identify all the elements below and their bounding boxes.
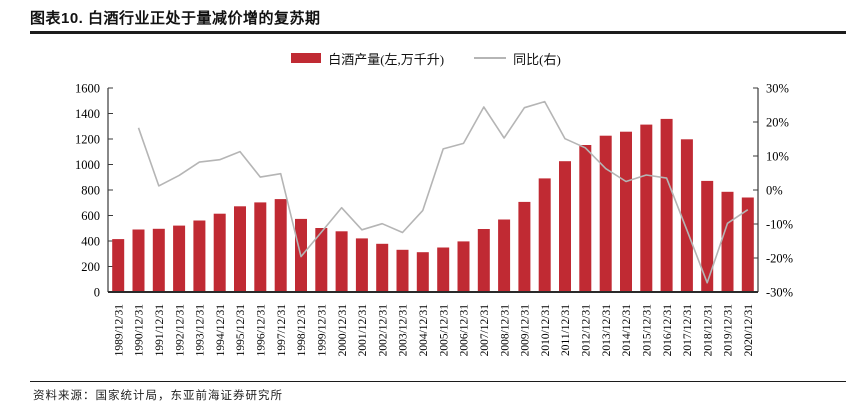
x-axis-label: 2005/12/31 [438,304,450,357]
production-bar-1996 [254,202,267,292]
left-axis-tick-label: 1000 [75,158,100,172]
left-axis-tick-label: 1400 [75,107,100,121]
x-axis-label: 2004/12/31 [418,304,430,357]
bar-series-swatch-icon [291,53,322,63]
right-axis-tick-label: -30% [766,286,793,300]
production-bar-2011 [559,161,571,292]
x-axis-label: 1995/12/31 [235,304,247,357]
production-bar-2013 [599,135,612,292]
production-bar-2014 [620,131,632,292]
footer-divider [30,381,846,382]
production-bar-2004 [416,252,429,292]
x-axis-label: 1997/12/31 [276,304,288,357]
yoy-line [137,100,749,284]
production-bar-2003 [396,249,409,292]
right-axis-tick-label: 10% [766,150,789,164]
x-axis-label: 2016/12/31 [662,304,674,357]
left-axis-tick-label: 1200 [75,133,100,147]
production-bar-2002 [376,243,389,292]
x-axis-label: 2007/12/31 [479,304,491,357]
x-axis-label: 2002/12/31 [377,304,389,357]
title-underline [30,31,846,34]
figure-title: 图表10. 白酒行业正处于量减价增的复苏期 [30,10,321,27]
production-bar-2020 [741,197,754,292]
production-bar-1993 [193,220,206,292]
legend-item-yoy: 同比(右) [474,49,561,68]
x-axis-label: 2006/12/31 [459,304,471,357]
x-axis-label: 1993/12/31 [195,304,207,357]
production-bar-1992 [173,225,186,292]
production-bar-2009 [518,201,531,292]
production-bar-1989 [112,239,125,292]
x-axis-label: 2019/12/31 [723,304,735,357]
x-axis-label: 1992/12/31 [174,304,186,357]
x-axis-label: 2001/12/31 [357,304,369,357]
production-bar-1999 [315,228,328,292]
production-bar-1990 [132,229,145,292]
x-axis-label: 1999/12/31 [317,304,329,357]
left-axis-tick-label: 800 [81,184,100,198]
left-axis-tick-label: 400 [81,235,100,249]
x-axis-label: 2003/12/31 [398,304,410,357]
production-bar-2006 [457,241,470,292]
legend-item-production: 白酒产量(左,万千升) [291,49,444,68]
right-axis-tick-label: 20% [766,116,789,130]
x-axis-label: 2000/12/31 [337,304,349,357]
production-bar-2010 [538,178,551,292]
x-axis-label: 2015/12/31 [642,304,654,357]
source-note: 资料来源：国家统计局，东亚前海证券研究所 [33,390,283,402]
x-axis-label: 2009/12/31 [520,304,532,357]
x-axis-label: 2017/12/31 [682,304,694,357]
left-axis-tick-label: 0 [94,286,100,300]
right-axis-tick-label: -10% [766,218,793,232]
legend-label-yoy: 同比(右) [513,51,561,67]
production-bar-2000 [335,231,348,292]
x-axis-label: 1990/12/31 [134,304,146,357]
production-bar-2019 [721,191,734,292]
left-axis-tick-label: 200 [81,260,100,274]
production-bar-2001 [355,238,368,292]
production-bar-2008 [498,219,511,292]
production-bar-2016 [660,118,673,293]
production-bar-2015 [640,124,653,292]
left-axis-tick-label: 1600 [75,82,100,96]
x-axis-label: 2008/12/31 [499,304,511,357]
x-axis-label: 2018/12/31 [702,304,714,357]
production-bar-1997 [274,199,287,292]
production-bar-2018 [701,180,714,292]
x-axis-label: 2011/12/31 [560,304,572,356]
x-axis-label: 1991/12/31 [154,304,166,357]
production-bar-2005 [437,247,450,292]
chart-legend: 白酒产量(左,万千升) 同比(右) [0,48,852,68]
right-axis-tick-label: 30% [766,82,789,96]
right-axis-tick-label: -20% [766,252,793,266]
x-axis-label: 1989/12/31 [113,304,125,357]
production-bar-1991 [152,228,165,292]
x-axis-label: 1994/12/31 [215,304,227,357]
line-series-swatch-icon [474,57,507,59]
x-axis-label: 1996/12/31 [256,304,268,357]
production-bar-2017 [680,139,693,292]
x-axis-label: 2013/12/31 [601,304,613,357]
legend-label-production: 白酒产量(左,万千升) [328,51,445,67]
left-axis-tick-label: 600 [81,209,100,223]
production-bar-2007 [477,229,490,292]
right-axis-tick-label: 0% [766,184,783,198]
production-bar-1994 [213,213,226,292]
x-axis-label: 1998/12/31 [296,304,308,357]
x-axis-label: 2012/12/31 [581,304,593,357]
production-bar-1995 [234,206,246,292]
x-axis-label: 2020/12/31 [743,304,755,357]
x-axis-label: 2010/12/31 [540,304,552,357]
production-bar-2012 [579,145,592,292]
x-axis-label: 2014/12/31 [621,304,633,357]
